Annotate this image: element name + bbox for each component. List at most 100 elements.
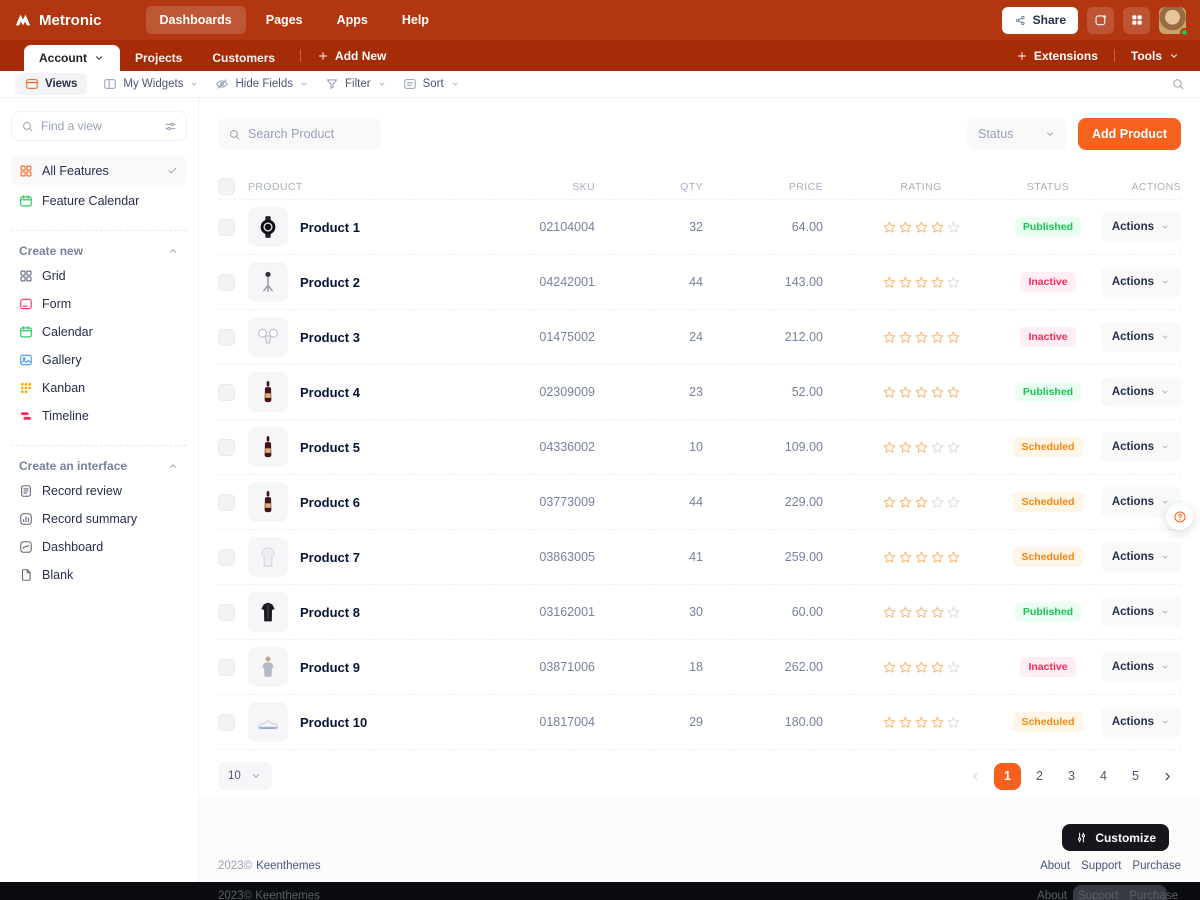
tab-customers[interactable]: Customers (197, 45, 290, 71)
previous-page-button[interactable] (962, 763, 989, 790)
share-button[interactable]: Share (1001, 6, 1078, 34)
product-name[interactable]: Product 3 (300, 329, 360, 345)
search-product-input[interactable] (248, 127, 371, 141)
row-checkbox[interactable] (218, 383, 235, 401)
page-button-1[interactable]: 1 (994, 762, 1021, 790)
company-link[interactable]: Keenthemes (256, 860, 321, 872)
window-icon (25, 77, 39, 91)
sidebar-view-all-features[interactable]: All Features (11, 156, 187, 185)
row-checkbox[interactable] (218, 603, 235, 621)
next-page-button[interactable] (1154, 763, 1181, 790)
row-actions-button[interactable]: Actions (1100, 707, 1181, 737)
sidebar-view-feature-calendar[interactable]: Feature Calendar (11, 186, 187, 215)
table-row: Product 9 03871006 18 262.00 Inactive Actions (218, 640, 1181, 695)
row-actions-button[interactable]: Actions (1100, 597, 1181, 627)
product-name[interactable]: Product 9 (300, 659, 360, 675)
row-checkbox[interactable] (218, 493, 235, 511)
row-checkbox[interactable] (218, 328, 235, 346)
row-actions-button[interactable]: Actions (1100, 212, 1181, 242)
topnav-item-apps[interactable]: Apps (323, 6, 382, 34)
product-name[interactable]: Product 4 (300, 384, 360, 400)
page-button-5[interactable]: 5 (1122, 763, 1149, 790)
apps-button[interactable] (1123, 6, 1150, 34)
help-button[interactable] (1166, 503, 1193, 530)
select-all-checkbox[interactable] (218, 178, 235, 195)
tab-projects[interactable]: Projects (120, 45, 197, 71)
product-image (248, 372, 288, 412)
footer-link-support[interactable]: Support (1081, 860, 1122, 872)
user-avatar[interactable] (1159, 6, 1189, 37)
row-actions-button[interactable]: Actions (1100, 542, 1181, 572)
row-checkbox[interactable] (218, 273, 235, 291)
row-checkbox[interactable] (218, 438, 235, 456)
topnav-item-dashboards[interactable]: Dashboards (145, 6, 246, 34)
product-name[interactable]: Product 2 (300, 274, 360, 290)
strip-link-about[interactable]: About (1037, 890, 1068, 900)
hide-fields-dropdown[interactable]: Hide Fields (215, 77, 309, 91)
sort-dropdown[interactable]: Sort (403, 77, 460, 91)
product-qty: 44 (689, 275, 703, 289)
filter-sliders-icon[interactable] (164, 120, 177, 133)
topnav-item-pages[interactable]: Pages (252, 6, 317, 34)
sidebar-item-record-review[interactable]: Record review (11, 477, 187, 505)
sidebar-item-kanban[interactable]: Kanban (11, 374, 187, 402)
page-button-3[interactable]: 3 (1058, 763, 1085, 790)
row-checkbox[interactable] (218, 658, 235, 676)
product-rating (823, 385, 1019, 400)
customize-button[interactable]: Customize (1062, 824, 1169, 851)
sidebar-item-gallery[interactable]: Gallery (11, 346, 187, 374)
filter-dropdown[interactable]: Filter (325, 77, 387, 91)
status-badge: Scheduled (1013, 437, 1083, 457)
sidebar-item-record-summary[interactable]: Record summary (11, 505, 187, 533)
search-button[interactable] (1171, 77, 1185, 91)
product-name[interactable]: Product 5 (300, 439, 360, 455)
my-widgets-dropdown[interactable]: My Widgets (103, 77, 199, 91)
strip-link-support[interactable]: Support (1078, 890, 1119, 900)
activity-button[interactable] (1087, 6, 1114, 34)
tools-dropdown[interactable]: Tools (1125, 43, 1186, 69)
brand-logo[interactable]: Metronic (14, 11, 102, 29)
row-actions-button[interactable]: Actions (1100, 267, 1181, 297)
tab-account[interactable]: Account (24, 45, 120, 71)
product-name[interactable]: Product 1 (300, 219, 360, 235)
product-name[interactable]: Product 8 (300, 604, 360, 620)
sidebar-item-blank[interactable]: Blank (11, 561, 187, 589)
form-icon (19, 297, 33, 311)
status-badge: Scheduled (1013, 547, 1083, 567)
row-actions-button[interactable]: Actions (1100, 322, 1181, 352)
product-name[interactable]: Product 10 (300, 714, 368, 730)
product-name[interactable]: Product 7 (300, 549, 360, 565)
sidebar-item-form[interactable]: Form (11, 290, 187, 318)
row-checkbox[interactable] (218, 713, 235, 731)
sidebar-item-timeline[interactable]: Timeline (11, 402, 187, 430)
find-view-input[interactable] (41, 119, 157, 133)
row-checkbox[interactable] (218, 548, 235, 566)
row-actions-button[interactable]: Actions (1100, 652, 1181, 682)
status-filter-select[interactable]: Status (967, 118, 1067, 150)
page-button-4[interactable]: 4 (1090, 763, 1117, 790)
views-button[interactable]: Views (15, 73, 88, 95)
extensions-button[interactable]: Extensions (1010, 43, 1104, 69)
sidebar-item-grid[interactable]: Grid (11, 262, 187, 290)
footer-link-purchase[interactable]: Purchase (1132, 860, 1181, 872)
row-checkbox[interactable] (218, 218, 235, 236)
page-size-select[interactable]: 10 (218, 762, 272, 790)
chevron-up-icon[interactable] (167, 245, 179, 257)
product-name[interactable]: Product 6 (300, 494, 360, 510)
add-product-button[interactable]: Add Product (1078, 118, 1181, 150)
footer-link-about[interactable]: About (1040, 860, 1071, 872)
sidebar-item-calendar[interactable]: Calendar (11, 318, 187, 346)
table-row: Product 5 04336002 10 109.00 Scheduled Action… (218, 420, 1181, 475)
page-button-2[interactable]: 2 (1026, 763, 1053, 790)
chevron-up-icon[interactable] (167, 460, 179, 472)
sidebar-item-dashboard[interactable]: Dashboard (11, 533, 187, 561)
strip-link-purchase[interactable]: Purchase (1129, 890, 1178, 900)
tab-label: Customers (212, 51, 276, 65)
add-new-button[interactable]: Add New (311, 43, 392, 69)
topnav-item-help[interactable]: Help (388, 6, 443, 34)
row-actions-button[interactable]: Actions (1100, 377, 1181, 407)
row-actions-button[interactable]: Actions (1100, 432, 1181, 462)
product-rating (823, 660, 1019, 675)
product-price: 262.00 (784, 660, 823, 674)
section-title-row: Create new (11, 244, 187, 262)
